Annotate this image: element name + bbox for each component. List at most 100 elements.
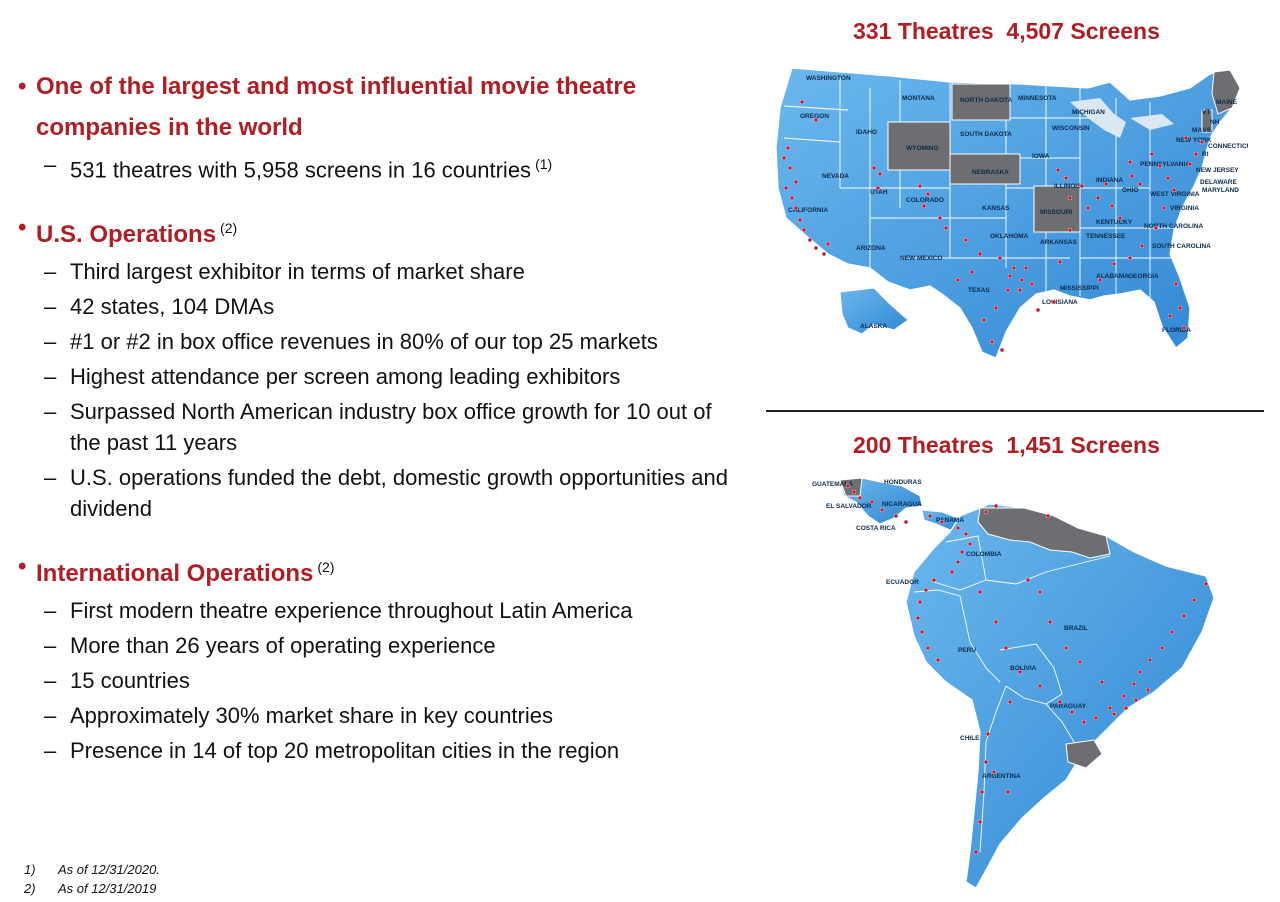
theatre-marker	[1103, 181, 1109, 187]
theatre-marker	[1123, 705, 1129, 711]
theatre-marker	[1069, 709, 1075, 715]
map-label: MINNESOTA	[1018, 95, 1057, 102]
dash-icon: –	[44, 738, 57, 764]
theatre-marker	[1153, 225, 1159, 231]
theatre-marker	[1037, 683, 1043, 689]
map-label: TENNESSEE	[1086, 233, 1126, 240]
great-lakes-shape	[1070, 98, 1126, 138]
map-label: NEBRASKA	[972, 169, 1009, 176]
theatre-marker	[1005, 287, 1011, 293]
theatre-marker	[1177, 305, 1183, 311]
item-text: Approximately 30% market share in key co…	[70, 703, 553, 729]
theatre-marker	[1095, 195, 1101, 201]
theatre-marker	[1139, 243, 1145, 249]
section-company: • One of the largest and most influentia…	[18, 70, 748, 185]
map-label: KENTUCKY	[1096, 219, 1133, 226]
theatre-marker	[1029, 281, 1035, 287]
us-map-title: 331 Theatres 4,507 Screens	[853, 18, 1160, 44]
theatre-marker	[963, 531, 969, 537]
list-item: – 531 theatres with 5,958 screens in 16 …	[18, 149, 748, 185]
item-note: (1)	[535, 156, 553, 172]
theatre-marker	[939, 519, 945, 525]
footnote-number: 2)	[24, 881, 36, 896]
theatre-marker	[869, 499, 875, 505]
theatre-marker	[1111, 711, 1117, 717]
theatre-marker	[893, 513, 899, 519]
bullet-icon: •	[18, 553, 27, 581]
theatre-marker	[993, 305, 999, 311]
dash-icon: –	[44, 294, 57, 320]
map-label: ARIZONA	[856, 245, 886, 252]
list-item: –15 countries	[18, 665, 748, 696]
theatre-marker	[937, 215, 943, 221]
theatre-marker	[919, 629, 925, 635]
theatre-marker	[955, 525, 961, 531]
theatre-marker	[977, 589, 983, 595]
map-label: NEW JERSEY	[1196, 167, 1239, 174]
list-item: – U.S. operations funded the debt, domest…	[18, 462, 748, 524]
map-label: MONTANA	[902, 95, 935, 102]
theatre-marker	[785, 145, 791, 151]
theatre-marker	[1005, 789, 1011, 795]
theatre-marker	[1131, 681, 1137, 687]
map-label: ARGENTINA	[982, 773, 1021, 780]
theatre-marker	[943, 225, 949, 231]
theatre-marker	[1019, 277, 1025, 283]
latam-map-title: 200 Theatres 1,451 Screens	[853, 432, 1160, 458]
theatre-marker	[1127, 159, 1133, 165]
venezuela-shape	[977, 507, 1111, 559]
theatre-marker	[1107, 705, 1113, 711]
theatre-marker	[1007, 273, 1013, 279]
theatre-marker	[1199, 139, 1205, 145]
map-label: KANSAS	[982, 205, 1010, 212]
theatre-marker	[1047, 619, 1053, 625]
item-text: 42 states, 104 DMAs	[70, 294, 275, 320]
section-heading: • One of the largest and most influentia…	[18, 70, 748, 145]
theatre-marker	[1127, 255, 1133, 261]
alaska-shape	[839, 287, 909, 335]
theatre-marker	[955, 559, 961, 565]
map-label: MISSOURI	[1040, 209, 1072, 216]
theatre-marker	[1147, 657, 1153, 663]
map-label: OREGON	[800, 113, 829, 120]
map-label: GEORGIA	[1128, 273, 1159, 280]
theatre-marker	[1161, 205, 1167, 211]
theatre-marker	[797, 217, 803, 223]
map-label: WASHINGTON	[806, 75, 851, 82]
map-label: IOWA	[1032, 153, 1050, 160]
theatre-marker	[1181, 613, 1187, 619]
theatre-marker	[1023, 265, 1029, 271]
map-label: NORTH CAROLINA	[1144, 223, 1204, 230]
item-text: #1 or #2 in box office revenues in 80% o…	[70, 329, 658, 355]
theatre-marker	[985, 731, 991, 737]
map-label: NEVADA	[822, 173, 849, 180]
dash-icon: –	[44, 152, 57, 177]
heading-note: (2)	[317, 559, 335, 576]
theatre-marker	[977, 819, 983, 825]
section-heading: • U.S. Operations (2)	[18, 211, 748, 252]
dash-icon: –	[44, 633, 57, 659]
theatre-marker	[959, 549, 965, 555]
bullet-icon: •	[18, 73, 27, 100]
theatre-marker	[1129, 173, 1135, 179]
theatre-marker	[1191, 597, 1197, 603]
us-map: WASHINGTON OREGON IDAHO MONTANA WYOMING NORTH…	[775, 67, 1248, 359]
theatre-marker	[1017, 287, 1023, 293]
item-text: First modern theatre experience througho…	[70, 598, 633, 624]
item-text: Highest attendance per screen among lead…	[70, 364, 621, 390]
theatre-marker	[1117, 215, 1123, 221]
theatre-marker	[1099, 679, 1105, 685]
map-label: BOLIVIA	[1010, 665, 1037, 672]
theatre-marker	[1003, 645, 1009, 651]
theatre-marker	[845, 483, 851, 489]
map-label: MAINE	[1216, 99, 1238, 106]
section-heading: • International Operations (2)	[18, 550, 748, 591]
uruguay-shape	[1065, 739, 1103, 769]
theatre-marker	[1137, 669, 1143, 675]
map-label: BRAZIL	[1064, 625, 1088, 632]
dash-icon: –	[44, 598, 57, 624]
theatre-marker	[1093, 715, 1099, 721]
theatre-marker	[877, 171, 883, 177]
dash-icon: –	[44, 668, 57, 694]
bullet-icon: •	[18, 214, 27, 242]
